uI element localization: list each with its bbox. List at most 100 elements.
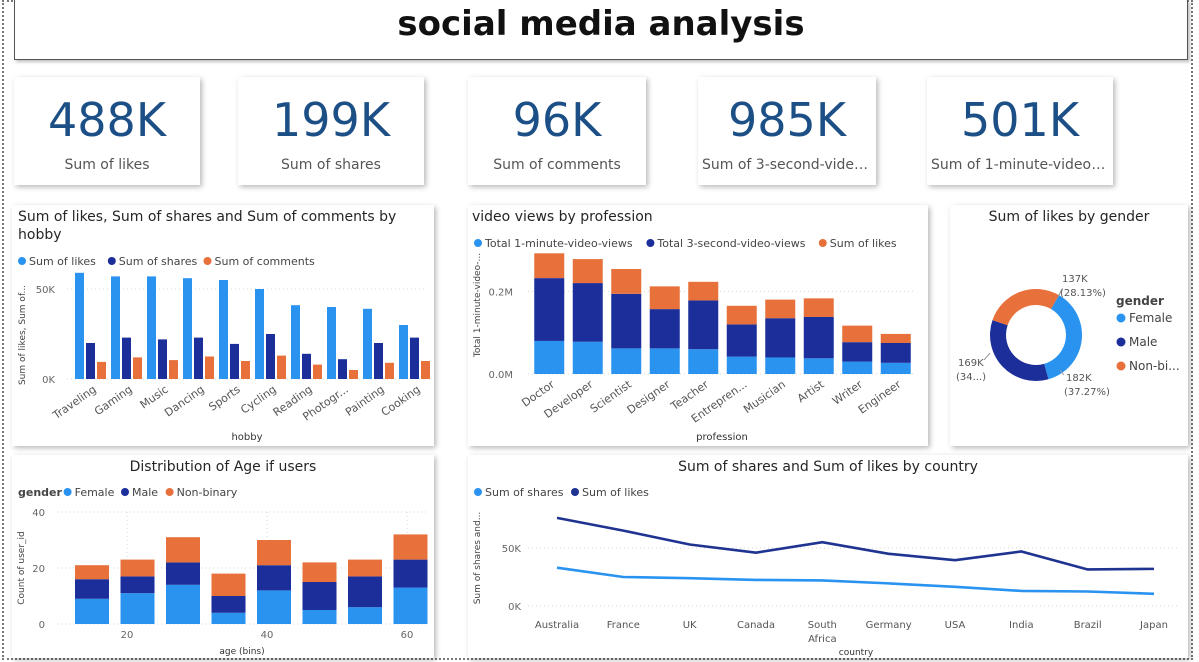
- bar-segment: [348, 559, 382, 577]
- legend-marker: [63, 488, 72, 496]
- bar-segment: [880, 343, 911, 363]
- bar-segment: [120, 593, 155, 624]
- x-tick-label: Sports: [206, 383, 243, 414]
- bar-segment: [534, 253, 565, 279]
- x-axis-label: country: [839, 648, 874, 658]
- hobby-chart-card[interactable]: Sum of likes, Sum of shares and Sum of c…: [12, 205, 434, 446]
- x-tick-label: Australia: [535, 620, 579, 631]
- bar-segment: [75, 579, 109, 599]
- x-tick-label: Cooking: [379, 383, 423, 419]
- x-tick-label: France: [607, 620, 640, 631]
- bar: [363, 308, 372, 379]
- bar: [183, 278, 192, 379]
- series-line: [556, 516, 1155, 571]
- legend-marker: [474, 239, 482, 247]
- data-label: 137K: [1062, 274, 1088, 285]
- bar-segment: [393, 559, 428, 588]
- bar: [277, 355, 286, 379]
- kpi-card-likes[interactable]: 488K Sum of likes: [14, 77, 200, 185]
- bar: [327, 307, 336, 379]
- series-line: [556, 566, 1155, 596]
- y-tick-label: 50K: [36, 285, 56, 296]
- y-tick-label: 0.2M: [488, 287, 513, 298]
- legend-label: Male: [132, 486, 158, 499]
- kpi-card-1m-views[interactable]: 501K Sum of 1-minute-video-v...: [927, 77, 1113, 185]
- bar-segment: [688, 281, 719, 301]
- gender-chart-card[interactable]: Sum of likes by gender 182K (37.27%) 169K (…: [950, 205, 1188, 446]
- age-chart-title: Distribution of Age if users: [129, 459, 317, 475]
- x-tick-label: South: [808, 620, 837, 631]
- y-tick-label: 0K: [508, 602, 521, 613]
- bar-segment: [393, 534, 428, 560]
- bar-segment: [688, 349, 719, 374]
- y-tick-label: 0K: [42, 375, 55, 386]
- x-tick-label: USA: [945, 620, 966, 631]
- data-label: (37.27%): [1064, 387, 1110, 398]
- legend-title: gender: [1116, 294, 1164, 308]
- x-tick-label: Painting: [343, 383, 387, 419]
- y-axis-label: Count of user_id: [17, 531, 27, 604]
- y-axis-label: Sum of shares and...: [473, 512, 483, 605]
- bar-segment: [166, 584, 200, 624]
- bar-segment: [572, 341, 603, 374]
- bar-segment: [726, 305, 757, 325]
- legend-label: Male: [1129, 335, 1157, 349]
- age-chart-card[interactable]: Distribution of Age if users gender Femal…: [12, 455, 434, 658]
- donut-slice: [1044, 295, 1082, 380]
- bar-segment: [120, 559, 155, 577]
- bar: [86, 343, 95, 379]
- bar: [374, 343, 383, 379]
- kpi-label: Sum of shares: [281, 157, 381, 173]
- kpi-value: 985K: [728, 93, 846, 147]
- kpi-value: 96K: [512, 93, 602, 147]
- country-chart-card[interactable]: Sum of shares and Sum of likes by countr…: [468, 455, 1188, 658]
- legend-marker: [474, 488, 482, 496]
- bar-segment: [166, 562, 200, 585]
- bar-segment: [120, 576, 155, 594]
- profession-chart[interactable]: Total 1-minute-video-views Total 3-second…: [468, 205, 928, 446]
- legend-label: Female: [75, 486, 115, 499]
- x-tick-label: Musician: [741, 378, 788, 416]
- kpi-label: Sum of 1-minute-video-v...: [931, 157, 1109, 173]
- legend-label: Sum of comments: [215, 255, 316, 268]
- bar: [75, 272, 84, 379]
- bar-segment: [572, 259, 603, 284]
- data-label: (34...): [956, 372, 986, 383]
- legend-label: Total 1-minute-video-views: [484, 237, 633, 250]
- kpi-card-3s-views[interactable]: 985K Sum of 3-second-video...: [698, 77, 876, 185]
- legend-label: Total 3-second-video-views: [656, 237, 805, 250]
- gender-donut-chart[interactable]: 182K (37.27%) 169K (34...) 137K (28.13%) gende…: [950, 205, 1188, 446]
- x-tick-label: Artist: [795, 377, 827, 405]
- age-chart[interactable]: gender Female Male Non-binary 0 20 40 20 40 60 Cou…: [12, 455, 434, 658]
- bar-segment: [348, 607, 382, 624]
- bar: [385, 362, 394, 379]
- bar-segment: [765, 357, 796, 374]
- bar-segment: [765, 299, 796, 319]
- x-tick-label: Brazil: [1074, 620, 1102, 631]
- hobby-chart[interactable]: Sum of likes Sum of shares Sum of comments…: [12, 205, 434, 446]
- kpi-card-shares[interactable]: 199K Sum of shares: [238, 77, 424, 185]
- country-line-chart[interactable]: Sum of shares Sum of likes 50K 0K Sum of sha…: [468, 455, 1188, 658]
- legend-marker: [818, 239, 827, 247]
- kpi-value: 501K: [961, 93, 1079, 147]
- x-tick-label: 60: [401, 630, 414, 641]
- bar-segment: [166, 537, 200, 563]
- bar-segment: [726, 356, 757, 374]
- hobby-chart-title: Sum of likes, Sum of shares and Sum of c…: [18, 209, 397, 243]
- kpi-card-comments[interactable]: 96K Sum of comments: [468, 77, 646, 185]
- bar: [122, 337, 131, 379]
- bar-segment: [842, 325, 873, 343]
- legend-marker: [646, 239, 655, 247]
- bar-segment: [611, 348, 642, 374]
- profession-chart-card[interactable]: video views by profession Total 1-minute…: [468, 205, 928, 446]
- leader-line: [1057, 288, 1063, 298]
- bar-segment: [649, 309, 680, 349]
- legend-marker: [571, 488, 579, 496]
- kpi-label: Sum of 3-second-video...: [702, 157, 872, 173]
- bar-segment: [803, 298, 834, 317]
- bar-segment: [803, 358, 834, 374]
- kpi-label: Sum of likes: [64, 157, 150, 173]
- legend-marker: [18, 257, 26, 265]
- gender-chart-title: Sum of likes by gender: [988, 209, 1150, 225]
- data-label: 169K: [958, 358, 984, 369]
